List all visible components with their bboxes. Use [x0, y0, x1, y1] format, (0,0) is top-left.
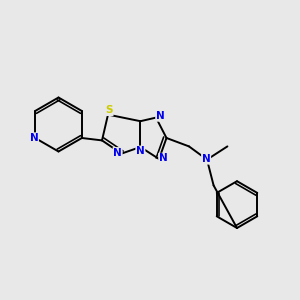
Text: N: N [136, 146, 145, 156]
Text: N: N [29, 133, 38, 143]
Text: N: N [202, 154, 211, 164]
Text: N: N [159, 153, 168, 164]
Text: S: S [106, 105, 113, 116]
Text: N: N [156, 111, 165, 121]
Text: N: N [113, 148, 122, 158]
